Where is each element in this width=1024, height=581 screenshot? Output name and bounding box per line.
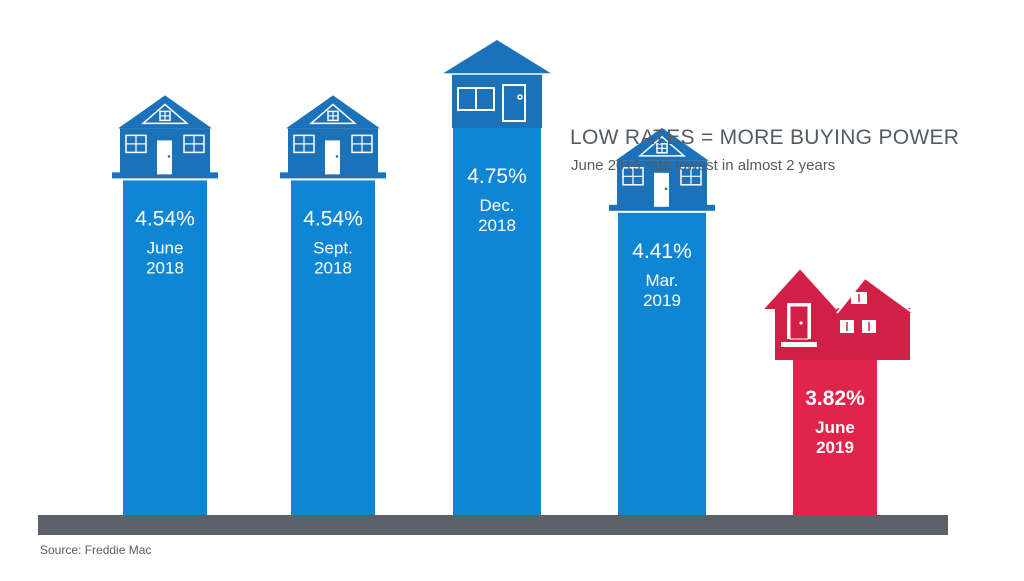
chart-subtitle: June 2019 rate lowest in almost 2 years xyxy=(571,157,836,174)
category-label: Sept. xyxy=(313,238,353,257)
house-icon xyxy=(762,266,914,360)
category-label: 2019 xyxy=(643,291,681,310)
roof-outline xyxy=(836,276,914,314)
house-roof xyxy=(763,268,837,309)
roof-gable xyxy=(140,103,190,125)
door-knob xyxy=(335,155,339,158)
door-knob xyxy=(799,321,803,325)
category-label: Mar. xyxy=(645,271,678,290)
house-ledge xyxy=(112,172,218,179)
door-icon xyxy=(325,140,340,175)
house-body xyxy=(452,72,542,128)
bar xyxy=(453,128,541,515)
roof-outline xyxy=(762,266,838,310)
door-knob xyxy=(517,94,523,100)
house-roof xyxy=(837,278,913,313)
house-roof xyxy=(442,40,552,74)
bar xyxy=(291,180,375,516)
category-label: June xyxy=(147,238,184,257)
door-panel xyxy=(789,305,809,340)
category-label: Dec. xyxy=(480,196,515,215)
bar xyxy=(793,360,877,515)
data-label: 4.54% xyxy=(303,207,363,230)
baseline xyxy=(38,515,948,535)
house-icon xyxy=(280,95,386,179)
house-icon xyxy=(112,95,218,179)
source-note: Source: Freddie Mac xyxy=(40,543,152,557)
data-label: 4.75% xyxy=(467,165,527,188)
category-label: 2019 xyxy=(816,438,854,457)
data-label: 4.54% xyxy=(135,207,195,230)
roof-gable xyxy=(637,135,687,157)
category-label: 2018 xyxy=(478,216,516,235)
house-icon xyxy=(609,127,715,211)
door-icon xyxy=(654,172,669,207)
data-label: 3.82% xyxy=(805,387,865,410)
house-icon xyxy=(442,40,552,128)
bar xyxy=(123,180,207,516)
door-knob xyxy=(167,155,171,158)
roof-gable xyxy=(308,103,358,125)
door-knob xyxy=(664,187,668,191)
category-label: 2018 xyxy=(146,258,184,277)
category-label: 2018 xyxy=(314,258,352,277)
door-icon xyxy=(502,84,526,122)
house-ledge xyxy=(280,172,386,179)
door-step xyxy=(781,342,817,347)
category-label: June xyxy=(815,418,855,437)
bar xyxy=(618,212,706,515)
house-ledge xyxy=(609,204,715,211)
chart-title: LOW RATES = MORE BUYING POWER xyxy=(570,126,960,149)
door-icon xyxy=(157,140,172,175)
data-label: 4.41% xyxy=(632,240,692,263)
